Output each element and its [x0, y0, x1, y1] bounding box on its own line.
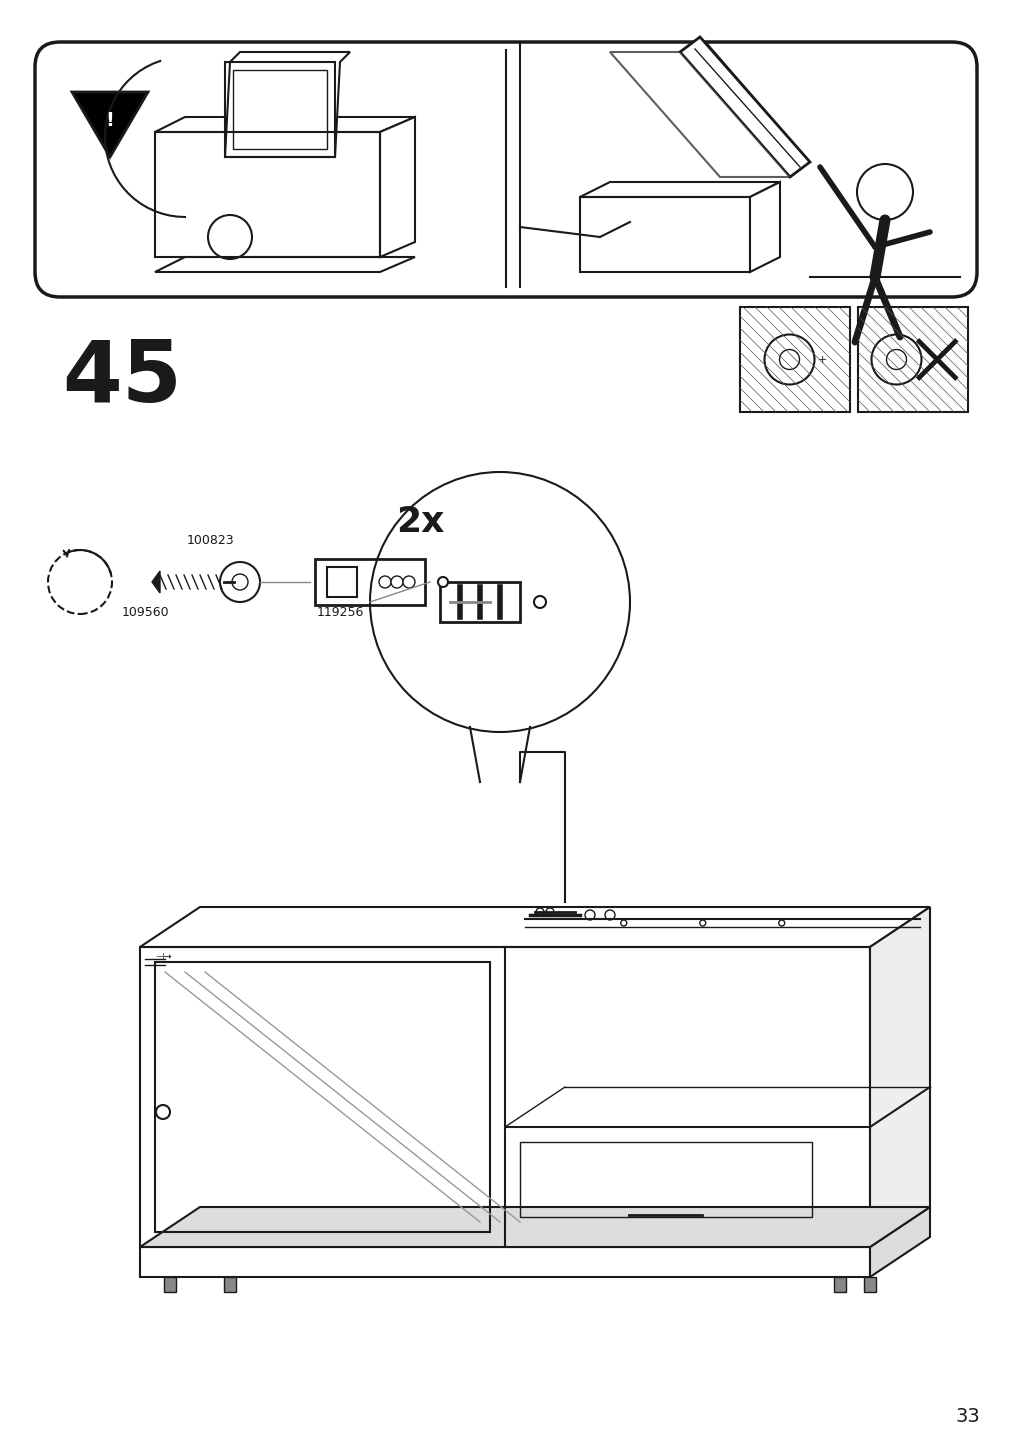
Circle shape — [208, 215, 252, 259]
Polygon shape — [379, 117, 415, 256]
Text: 33: 33 — [954, 1408, 979, 1426]
Circle shape — [219, 561, 260, 601]
Text: !: ! — [105, 110, 114, 129]
Bar — [327, 567, 357, 597]
Circle shape — [390, 576, 402, 589]
Bar — [223, 1277, 236, 1292]
Text: 100823: 100823 — [186, 534, 234, 547]
Polygon shape — [679, 37, 809, 178]
Text: 45: 45 — [62, 337, 182, 420]
Circle shape — [605, 909, 615, 919]
Circle shape — [379, 576, 390, 589]
Circle shape — [856, 165, 912, 221]
Bar — [224, 62, 335, 158]
Circle shape — [156, 1106, 170, 1118]
Bar — [863, 1277, 876, 1292]
Circle shape — [402, 576, 415, 589]
Bar — [833, 1277, 845, 1292]
Circle shape — [584, 909, 594, 919]
Circle shape — [763, 335, 814, 385]
Circle shape — [699, 919, 705, 927]
Polygon shape — [155, 256, 415, 272]
Text: 109560: 109560 — [121, 606, 169, 619]
Text: 119256: 119256 — [316, 606, 363, 619]
Bar — [579, 198, 749, 272]
Bar — [164, 1277, 176, 1292]
Circle shape — [620, 919, 626, 927]
Polygon shape — [749, 182, 779, 272]
Bar — [140, 947, 869, 1247]
Polygon shape — [140, 1207, 929, 1247]
Bar — [440, 581, 520, 621]
Circle shape — [778, 349, 799, 369]
Circle shape — [778, 919, 784, 927]
Circle shape — [546, 908, 553, 916]
Bar — [314, 558, 425, 604]
Circle shape — [370, 473, 630, 732]
Text: ⊣→: ⊣→ — [155, 952, 172, 962]
Polygon shape — [869, 1207, 929, 1277]
Bar — [520, 1141, 811, 1217]
Polygon shape — [152, 571, 160, 593]
Polygon shape — [140, 1247, 869, 1277]
Circle shape — [232, 574, 248, 590]
Text: 2x: 2x — [395, 505, 444, 538]
Circle shape — [886, 349, 906, 369]
Polygon shape — [72, 92, 148, 158]
Bar — [233, 70, 327, 149]
Circle shape — [870, 335, 921, 385]
Polygon shape — [224, 52, 350, 158]
Polygon shape — [869, 906, 929, 1247]
Circle shape — [536, 908, 544, 916]
Polygon shape — [610, 52, 790, 178]
Bar — [739, 306, 849, 412]
Polygon shape — [155, 117, 415, 132]
Bar — [155, 962, 489, 1232]
Bar — [857, 306, 968, 412]
Polygon shape — [579, 182, 779, 198]
Circle shape — [534, 596, 546, 609]
Text: +: + — [817, 355, 826, 365]
Circle shape — [438, 577, 448, 587]
Polygon shape — [140, 906, 929, 947]
FancyBboxPatch shape — [35, 42, 976, 296]
